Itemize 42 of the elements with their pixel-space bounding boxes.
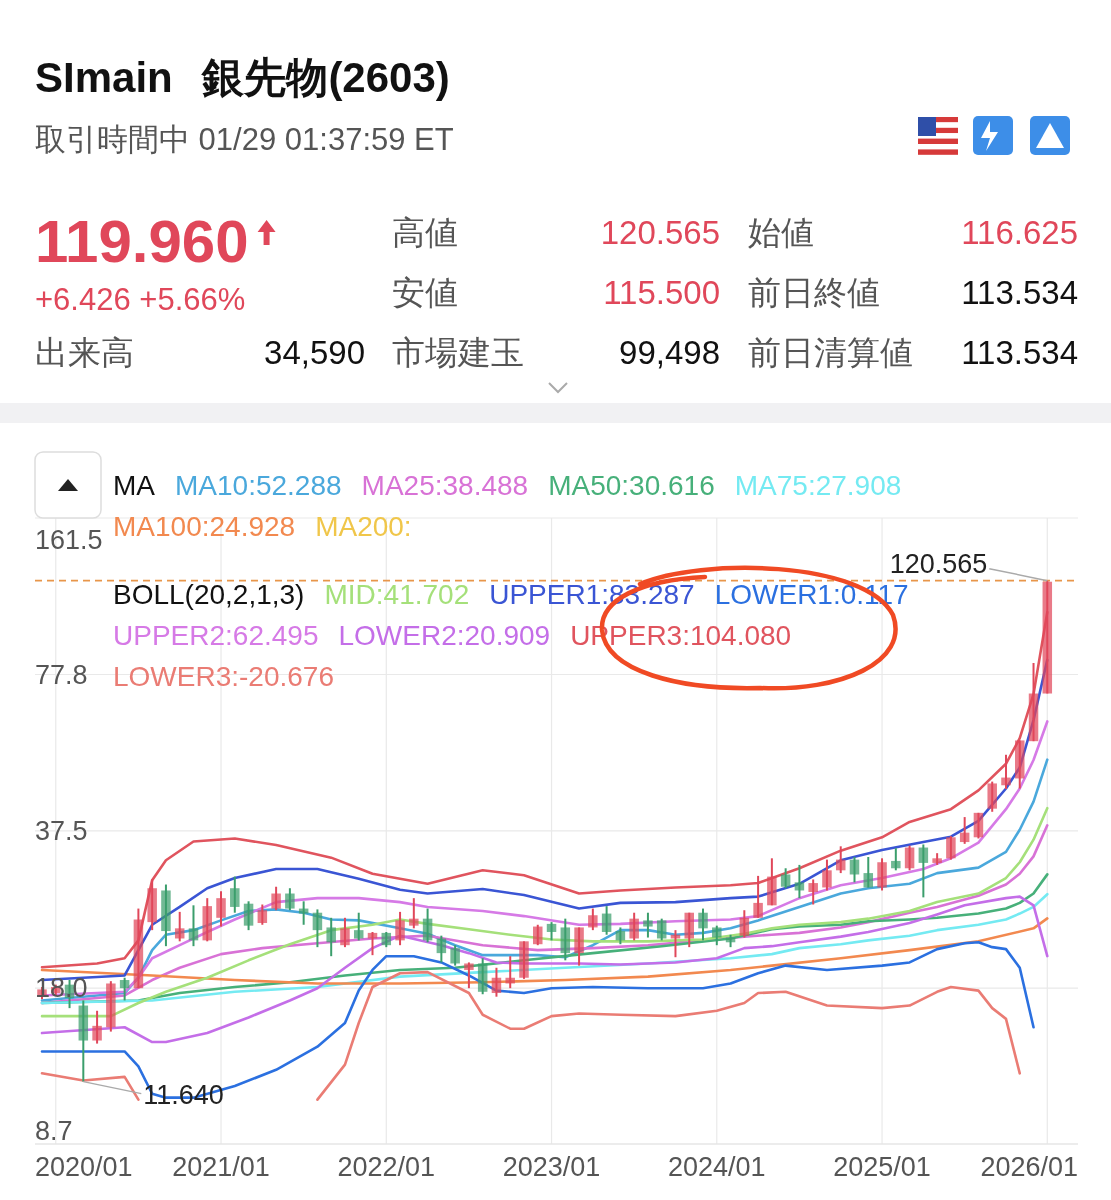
y-tick-label: 8.7: [35, 1116, 73, 1146]
text: MA: [113, 469, 156, 501]
text: 113.534: [961, 334, 1078, 371]
text: 前日清算値: [748, 334, 913, 371]
x-tick-label: 2024/01: [667, 1152, 766, 1182]
y-tick-label: 77.8: [35, 659, 88, 690]
text: 高値: [392, 214, 458, 251]
text: 99,498: [619, 334, 720, 371]
x-tick-label: 2020/01: [35, 1152, 133, 1182]
text: 安値: [392, 274, 458, 311]
text: 34,590: [264, 334, 365, 371]
x-tick-label: 2022/01: [337, 1152, 436, 1182]
annotation: BOLL(20,2,1,3): [113, 578, 305, 610]
text: LOWER2:20.909: [338, 619, 551, 651]
y-tick-label: 161.5: [35, 525, 103, 555]
x-tick-label: 2021/01: [172, 1152, 270, 1182]
text: 市場建玉: [392, 334, 524, 371]
text: 119.960: [35, 208, 249, 275]
x-tick-label: 2025/01: [833, 1152, 931, 1182]
text: 120.565: [600, 214, 720, 251]
text: LOWER3:-20.676: [113, 660, 334, 692]
chart-title: SImain 銀先物(2603): [35, 54, 450, 101]
text: UPPER2:62.495: [113, 619, 319, 651]
text: 始値: [748, 214, 814, 251]
text: +6.426 +5.66%: [35, 282, 246, 317]
text: 113.534: [961, 274, 1078, 311]
text: MID:41.702: [324, 578, 470, 610]
text: MA50:30.616: [548, 469, 715, 501]
text: 前日終値: [748, 274, 880, 311]
text: MA75:27.908: [734, 469, 902, 501]
chart-subtitle: 取引時間中 01/29 01:37:59 ET: [35, 122, 454, 157]
text: 115.500: [603, 274, 720, 311]
x-tick-label: 2026/01: [980, 1152, 1078, 1182]
annotation: 120.565: [889, 548, 988, 579]
text: 116.625: [961, 214, 1078, 251]
x-tick-label: 2023/01: [502, 1152, 601, 1182]
text: MA10:52.288: [175, 469, 342, 501]
text: MA25:38.488: [361, 469, 529, 501]
text: 出来高: [35, 334, 134, 371]
annotation: MA200:: [315, 510, 412, 542]
text: MA100:24.928: [113, 510, 296, 542]
y-tick-label: 37.5: [35, 815, 88, 846]
